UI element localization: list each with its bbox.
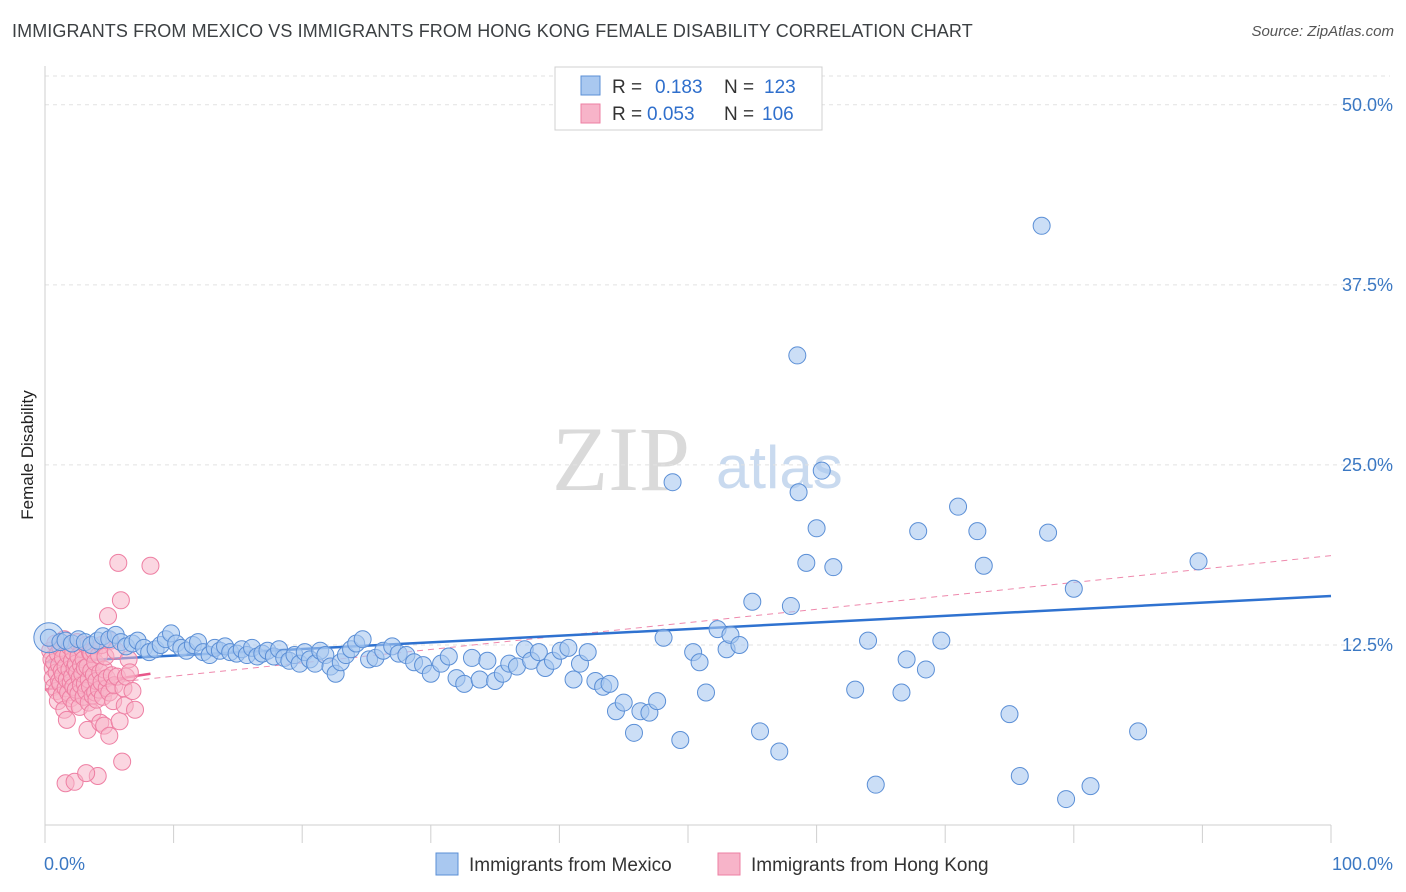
- hong-kong-point: [126, 700, 145, 719]
- y-tick-label: 37.5%: [1342, 275, 1393, 295]
- chart-title: IMMIGRANTS FROM MEXICO VS IMMIGRANTS FRO…: [12, 21, 973, 41]
- mexico-point: [1010, 767, 1029, 786]
- mexico-point: [697, 683, 716, 702]
- mexico-point: [730, 635, 749, 654]
- mexico-point: [892, 683, 911, 702]
- mexico-point: [968, 522, 987, 541]
- mexico-point: [614, 693, 633, 712]
- mexico-point: [1032, 216, 1051, 235]
- mexico-point: [807, 519, 826, 538]
- mexico-point: [909, 522, 928, 541]
- legend-mexico-swatch: [435, 852, 459, 876]
- legend-hong-kong-swatch: [717, 852, 741, 876]
- mexico-point: [949, 497, 968, 516]
- mexico-point: [1189, 552, 1208, 571]
- mexico-point: [1081, 777, 1100, 796]
- hong-kong-point: [109, 553, 128, 572]
- mexico-point: [743, 592, 762, 611]
- y-tick-label: 25.0%: [1342, 455, 1393, 475]
- mexico-point: [1000, 705, 1019, 724]
- mexico-point: [824, 558, 843, 577]
- hong-kong-n-label: N =: [724, 104, 754, 125]
- series-legend: Immigrants from Mexico Immigrants from H…: [435, 852, 989, 876]
- mexico-r-label: R =: [612, 77, 642, 98]
- hong-kong-point: [111, 591, 130, 610]
- axes: [44, 66, 1332, 843]
- stats-legend: R = 0.183 N = 123 R = 0.053 N = 106: [554, 66, 823, 131]
- mexico-point: [932, 631, 951, 650]
- x-tick-labels: 0.0% 100.0%: [44, 854, 1393, 874]
- hong-kong-points: [41, 553, 160, 793]
- mexico-point: [600, 674, 619, 693]
- grid: [45, 75, 1390, 646]
- hong-kong-swatch: [580, 103, 601, 124]
- hong-kong-point: [110, 712, 129, 731]
- mexico-point: [439, 647, 458, 666]
- mexico-point: [859, 631, 878, 650]
- mexico-point: [470, 670, 489, 689]
- mexico-point: [462, 648, 481, 667]
- mexico-point: [770, 742, 789, 761]
- y-tick-labels: 12.5% 25.0% 37.5% 50.0%: [1342, 95, 1393, 655]
- mexico-r-value: 0.183: [655, 77, 703, 98]
- mexico-point: [789, 483, 808, 502]
- y-tick-label: 12.5%: [1342, 635, 1393, 655]
- mexico-point: [1064, 579, 1083, 598]
- mexico-point: [1129, 722, 1148, 741]
- hong-kong-point: [141, 556, 160, 575]
- mexico-point: [663, 473, 682, 492]
- x-tick-label-min: 0.0%: [44, 854, 85, 874]
- y-tick-label: 50.0%: [1342, 95, 1393, 115]
- mexico-point: [797, 553, 816, 572]
- mexico-point: [781, 597, 800, 616]
- hong-kong-point: [77, 764, 96, 783]
- mexico-point: [788, 346, 807, 365]
- legend-mexico-label: Immigrants from Mexico: [469, 855, 672, 876]
- hong-kong-point: [57, 710, 76, 729]
- mexico-swatch: [580, 75, 601, 96]
- hong-kong-point: [100, 726, 119, 745]
- mexico-point: [455, 674, 474, 693]
- x-tick-label-max: 100.0%: [1332, 854, 1393, 874]
- mexico-point: [578, 643, 597, 662]
- mexico-point: [564, 670, 583, 689]
- mexico-point: [648, 692, 667, 711]
- trend-lines: [44, 555, 1332, 691]
- mexico-point: [353, 630, 372, 649]
- mexico-point: [671, 731, 690, 750]
- mexico-point: [1057, 790, 1076, 809]
- legend-hong-kong-label: Immigrants from Hong Kong: [751, 855, 989, 876]
- y-axis-title: Female Disability: [18, 390, 37, 520]
- mexico-point: [1039, 523, 1058, 542]
- hong-kong-point: [113, 752, 132, 771]
- source-label: Source: ZipAtlas.com: [1251, 23, 1394, 40]
- mexico-point: [529, 643, 548, 662]
- mexico-point: [916, 660, 935, 679]
- hong-kong-trend-extended: [44, 555, 1332, 691]
- mexico-point: [690, 653, 709, 672]
- mexico-n-value: 123: [764, 77, 796, 98]
- mexico-point: [624, 723, 643, 742]
- mexico-point: [478, 651, 497, 670]
- mexico-point: [751, 722, 770, 741]
- mexico-point: [866, 775, 885, 794]
- hong-kong-point: [99, 607, 118, 626]
- mexico-n-label: N =: [724, 77, 754, 98]
- mexico-points: [33, 216, 1208, 809]
- mexico-point: [812, 461, 831, 480]
- hong-kong-point: [123, 682, 142, 701]
- mexico-point: [654, 628, 673, 647]
- hong-kong-r-label: R =: [612, 104, 642, 125]
- mexico-point: [974, 556, 993, 575]
- hong-kong-point: [120, 663, 139, 682]
- mexico-point: [846, 680, 865, 699]
- mexico-point: [897, 650, 916, 669]
- mexico-point: [559, 638, 578, 657]
- hong-kong-r-value: 0.053: [647, 104, 695, 125]
- hong-kong-n-value: 106: [762, 104, 794, 125]
- watermark-zip: ZIP: [552, 408, 690, 510]
